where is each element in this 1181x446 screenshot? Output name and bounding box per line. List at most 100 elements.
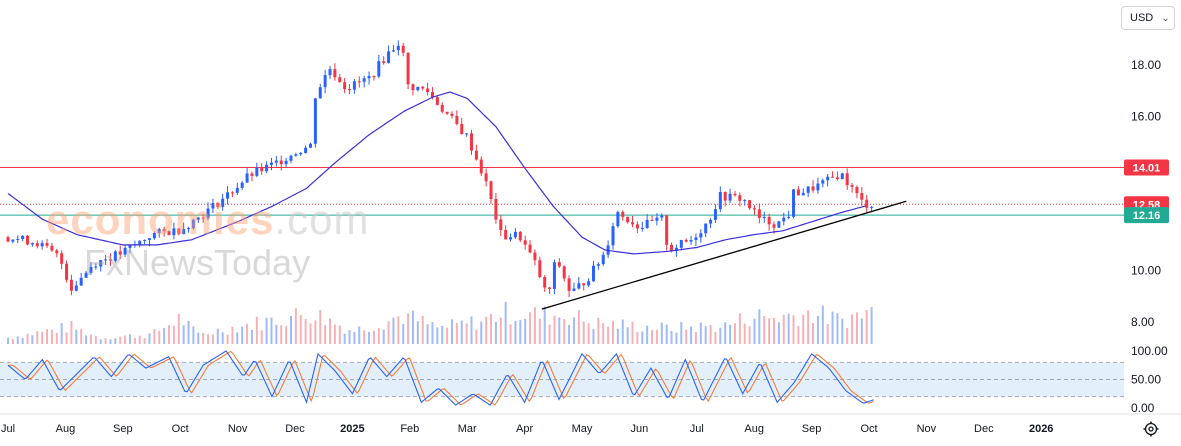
candle-body [631, 222, 635, 225]
volume-bar [94, 335, 97, 344]
candle-body [479, 159, 483, 174]
indicator-tick-label: 100.00 [1131, 344, 1168, 358]
gear-icon[interactable] [1142, 420, 1160, 438]
time-tick-label: Oct [860, 423, 877, 435]
volume-bar [275, 324, 278, 344]
volume-bar [655, 329, 658, 344]
volume-bar [572, 317, 575, 344]
candle-body [509, 237, 513, 240]
volume-bar [611, 320, 614, 344]
volume-bar [231, 326, 234, 344]
volume-bar [192, 326, 195, 344]
candle-body [79, 277, 83, 286]
volume-bar [226, 334, 229, 344]
volume-bar [690, 326, 693, 344]
volume-bar [50, 329, 53, 344]
candle-body [435, 97, 439, 105]
volume-bar [846, 327, 849, 344]
candle-body [94, 266, 98, 268]
candle-body [611, 226, 615, 246]
candle-body [552, 262, 556, 289]
volume-bar [324, 325, 327, 344]
volume-bar [485, 316, 488, 344]
volume-bar [460, 320, 463, 344]
candle-body [528, 244, 532, 253]
candle-body [40, 243, 44, 247]
volume-bar [368, 331, 371, 344]
volume-bar [529, 312, 532, 344]
time-axis[interactable]: Jul Aug Sep Oct Nov Dec 2025 Feb Mar Apr May Jun Jul… [0, 413, 1181, 435]
candle-body [538, 260, 542, 278]
candle-body [89, 266, 93, 273]
candle-body [860, 193, 864, 200]
candle-body [723, 192, 727, 201]
candle-body [60, 253, 64, 264]
volume-bar [480, 321, 483, 344]
volume-bar [148, 333, 151, 344]
candle-body [591, 265, 595, 282]
support-trendline[interactable] [541, 200, 907, 310]
time-tick-label: Jul [690, 423, 704, 435]
candle-body [382, 61, 386, 63]
volume-bar [241, 326, 244, 344]
watermark-brand-tail: .com [274, 196, 370, 243]
candle-body [406, 52, 410, 85]
candle-body [567, 278, 571, 291]
price-tag-12.16 [1124, 207, 1169, 224]
volume-bar [99, 339, 102, 344]
candle-body [338, 77, 342, 83]
volume-bar [587, 323, 590, 344]
candle-body [645, 219, 649, 228]
candle-body [743, 200, 747, 202]
candle-body [377, 61, 381, 77]
volume-bar [402, 323, 405, 344]
candle-body [21, 235, 25, 239]
indicator-tick-label: 50.00 [1131, 373, 1161, 387]
currency-selector[interactable]: USD ⌄ [1121, 6, 1175, 30]
candle-body [840, 173, 844, 180]
volume-bar [387, 321, 390, 344]
volume-bar [816, 315, 819, 344]
volume-bar [494, 321, 497, 344]
candle-body [11, 239, 15, 242]
volume-bar [470, 316, 473, 344]
candle-body [167, 231, 171, 236]
volume-bar [743, 323, 746, 344]
volume-bar [436, 327, 439, 344]
candle-body [274, 160, 278, 163]
volume-bar [602, 323, 605, 344]
volume-bar [138, 335, 141, 344]
time-tick-label: Oct [172, 423, 189, 435]
volume-bar [294, 308, 297, 344]
candle-body [796, 189, 800, 196]
candle-body [533, 252, 537, 261]
candle-body [455, 115, 459, 124]
volume-bar [36, 331, 39, 344]
price-tick-label: 8.00 [1131, 315, 1155, 329]
candle-body [811, 186, 815, 191]
volume-bar [631, 321, 634, 344]
candle-body [352, 81, 356, 90]
candle-body [328, 69, 332, 76]
time-tick-label: Apr [516, 423, 533, 435]
volume-bar [75, 329, 78, 344]
candle-body [596, 264, 600, 266]
volume-bar [421, 315, 424, 344]
volume-bar [563, 319, 566, 344]
volume-bar [465, 323, 468, 344]
candle-body [230, 192, 234, 194]
stochastic-k-line [7, 350, 874, 406]
candle-body [660, 215, 664, 218]
volume-bar [426, 324, 429, 344]
candle-body [562, 266, 566, 279]
candle-body [767, 216, 771, 225]
candle-body [582, 283, 586, 286]
time-tick-label: Dec [974, 423, 994, 435]
time-tick-label: Feb [400, 423, 419, 435]
volume-bar [504, 301, 507, 344]
time-tick-label: Nov [917, 423, 937, 435]
volume-bar [353, 332, 356, 344]
time-tick-label: Aug [56, 423, 76, 435]
